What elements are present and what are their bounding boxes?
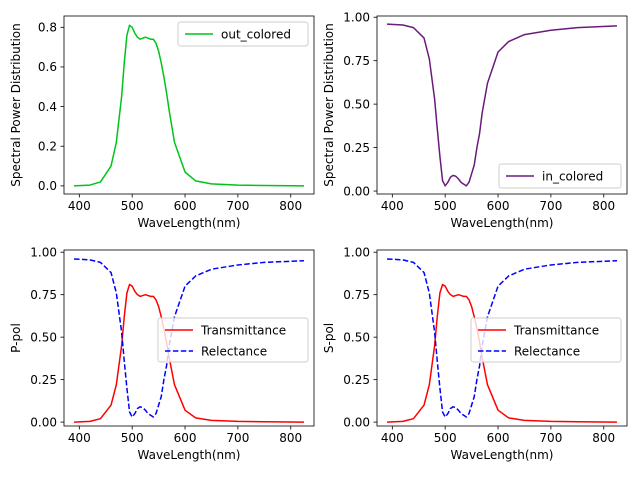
x-tick-label: 800 bbox=[279, 431, 302, 445]
x-tick-label: 800 bbox=[592, 199, 615, 213]
legend-entry-label: Relectance bbox=[514, 344, 580, 358]
axes-frame bbox=[63, 15, 315, 195]
x-tick-label: 400 bbox=[68, 431, 91, 445]
x-tick-label: 500 bbox=[434, 199, 457, 213]
y-tick-label: 1.00 bbox=[343, 11, 370, 25]
x-tick-label: 400 bbox=[381, 431, 404, 445]
y-tick-label: 0.25 bbox=[343, 373, 370, 387]
y-tick-label: 0.25 bbox=[30, 373, 57, 387]
series-line-in-colored bbox=[386, 23, 617, 187]
x-tick-label: 600 bbox=[487, 199, 510, 213]
x-tick-label: 600 bbox=[487, 431, 510, 445]
x-axis-label: WaveLength(nm) bbox=[138, 216, 241, 230]
y-tick-label: 0.0 bbox=[38, 179, 57, 193]
series-line-transmittance bbox=[74, 283, 304, 423]
y-axis-label: P-pol bbox=[9, 323, 23, 353]
x-tick-label: 800 bbox=[592, 431, 615, 445]
legend: in_colored bbox=[498, 163, 622, 189]
x-tick-label: 700 bbox=[539, 199, 562, 213]
y-axis-label: S-pol bbox=[322, 323, 336, 353]
y-tick-label: 0.00 bbox=[343, 184, 370, 198]
x-tick-label: 700 bbox=[226, 431, 249, 445]
x-tick-label: 800 bbox=[279, 199, 302, 213]
legend-box bbox=[177, 21, 309, 47]
legend-box bbox=[470, 317, 622, 363]
axes-frame bbox=[376, 249, 628, 427]
y-tick-label: 0.6 bbox=[38, 60, 57, 74]
x-tick-label: 600 bbox=[174, 431, 197, 445]
series-line-out-colored bbox=[74, 24, 304, 187]
x-tick-label: 600 bbox=[174, 199, 197, 213]
y-tick-label: 0.50 bbox=[30, 330, 57, 344]
y-tick-label: 0.4 bbox=[38, 100, 57, 114]
series-line-transmittance bbox=[387, 283, 617, 423]
legend-entry-label: out_colored bbox=[221, 27, 291, 41]
y-tick-label: 0.00 bbox=[30, 415, 57, 429]
y-tick-label: 1.00 bbox=[30, 246, 57, 260]
x-tick-label: 500 bbox=[434, 431, 457, 445]
legend-entry-label: Transmittance bbox=[513, 323, 599, 337]
legend-box bbox=[498, 163, 622, 189]
chart-panel-top-left: 400 500 600 700 800 0.0 0.2 0.4 0.6 0.8 WaveLength… bbox=[9, 15, 315, 230]
x-tick-label: 500 bbox=[121, 199, 144, 213]
x-tick-label: 700 bbox=[226, 199, 249, 213]
chart-panel-top-right: 400 500 600 700 800 0.00 0.25 0.50 0.75 1.00 WaveL… bbox=[322, 11, 628, 230]
y-tick-label: 0.75 bbox=[343, 288, 370, 302]
y-tick-label: 0.25 bbox=[343, 141, 370, 155]
x-axis-label: WaveLength(nm) bbox=[451, 448, 554, 462]
x-tick-label: 400 bbox=[381, 199, 404, 213]
x-axis-label: WaveLength(nm) bbox=[138, 448, 241, 462]
y-tick-label: 0.8 bbox=[38, 21, 57, 35]
chart-panel-bottom-right: 400 500 600 700 800 0.00 0.25 0.50 0.75 1.00 WaveL… bbox=[322, 246, 628, 462]
legend-entry-label: Transmittance bbox=[200, 323, 286, 337]
x-axis-label: WaveLength(nm) bbox=[451, 216, 554, 230]
y-tick-label: 0.2 bbox=[38, 140, 57, 154]
legend: Transmittance Relectance bbox=[470, 317, 622, 363]
y-axis-label: Spectral Power Distribution bbox=[9, 23, 23, 186]
axes-frame bbox=[63, 249, 315, 427]
x-tick-label: 400 bbox=[68, 199, 91, 213]
legend: out_colored bbox=[177, 21, 309, 47]
y-axis-label: Spectral Power Distribution bbox=[322, 23, 336, 186]
y-tick-label: 0.00 bbox=[343, 415, 370, 429]
y-tick-label: 0.50 bbox=[343, 330, 370, 344]
legend-entry-label: Relectance bbox=[201, 344, 267, 358]
y-tick-label: 1.00 bbox=[343, 246, 370, 260]
y-tick-label: 0.50 bbox=[343, 97, 370, 111]
y-tick-label: 0.75 bbox=[343, 54, 370, 68]
axes-frame bbox=[376, 15, 628, 195]
legend-box bbox=[157, 317, 309, 363]
y-tick-label: 0.75 bbox=[30, 288, 57, 302]
legend-entry-label: in_colored bbox=[542, 169, 603, 183]
chart-panel-bottom-left: 400 500 600 700 800 0.00 0.25 0.50 0.75 1.00 WaveL… bbox=[9, 246, 315, 462]
legend: Transmittance Relectance bbox=[157, 317, 309, 363]
x-tick-label: 700 bbox=[539, 431, 562, 445]
x-tick-label: 500 bbox=[121, 431, 144, 445]
